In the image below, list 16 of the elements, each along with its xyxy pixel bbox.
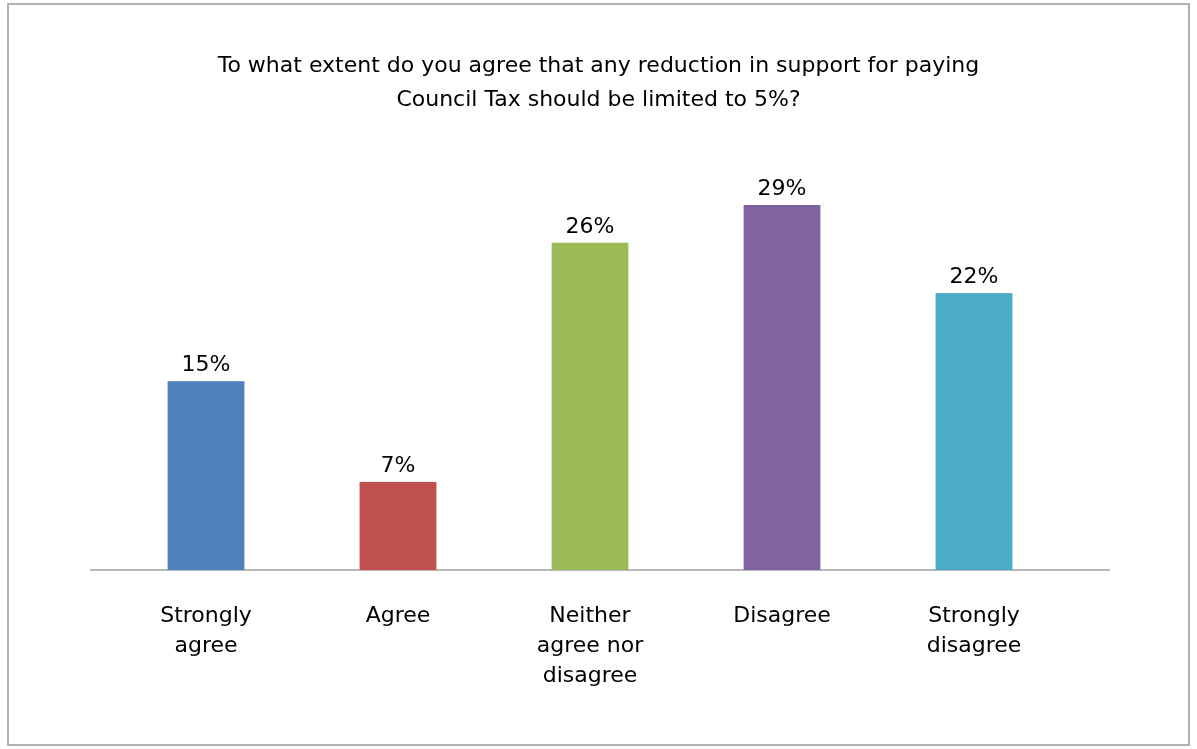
data-label: 15% <box>181 351 231 377</box>
x-tick-label: Neither agree nor disagree <box>536 602 645 687</box>
chart-title: To what extent do you agree that any reduction in support for paying Council Tax should be limited to 5%? <box>216 52 980 111</box>
bar <box>743 205 821 570</box>
x-tick-label: Strongly agree <box>160 602 252 657</box>
bar <box>359 481 437 570</box>
data-label: 22% <box>949 263 999 289</box>
bar <box>935 293 1013 570</box>
x-tick-label: Agree <box>365 602 431 627</box>
x-tick-label: Disagree <box>733 602 831 627</box>
data-label: 29% <box>757 175 807 200</box>
bar <box>551 242 629 570</box>
x-tick-label: Strongly disagree <box>926 602 1022 657</box>
data-label: 26% <box>565 212 615 238</box>
bar <box>167 381 245 570</box>
data-label: 7% <box>380 451 416 477</box>
